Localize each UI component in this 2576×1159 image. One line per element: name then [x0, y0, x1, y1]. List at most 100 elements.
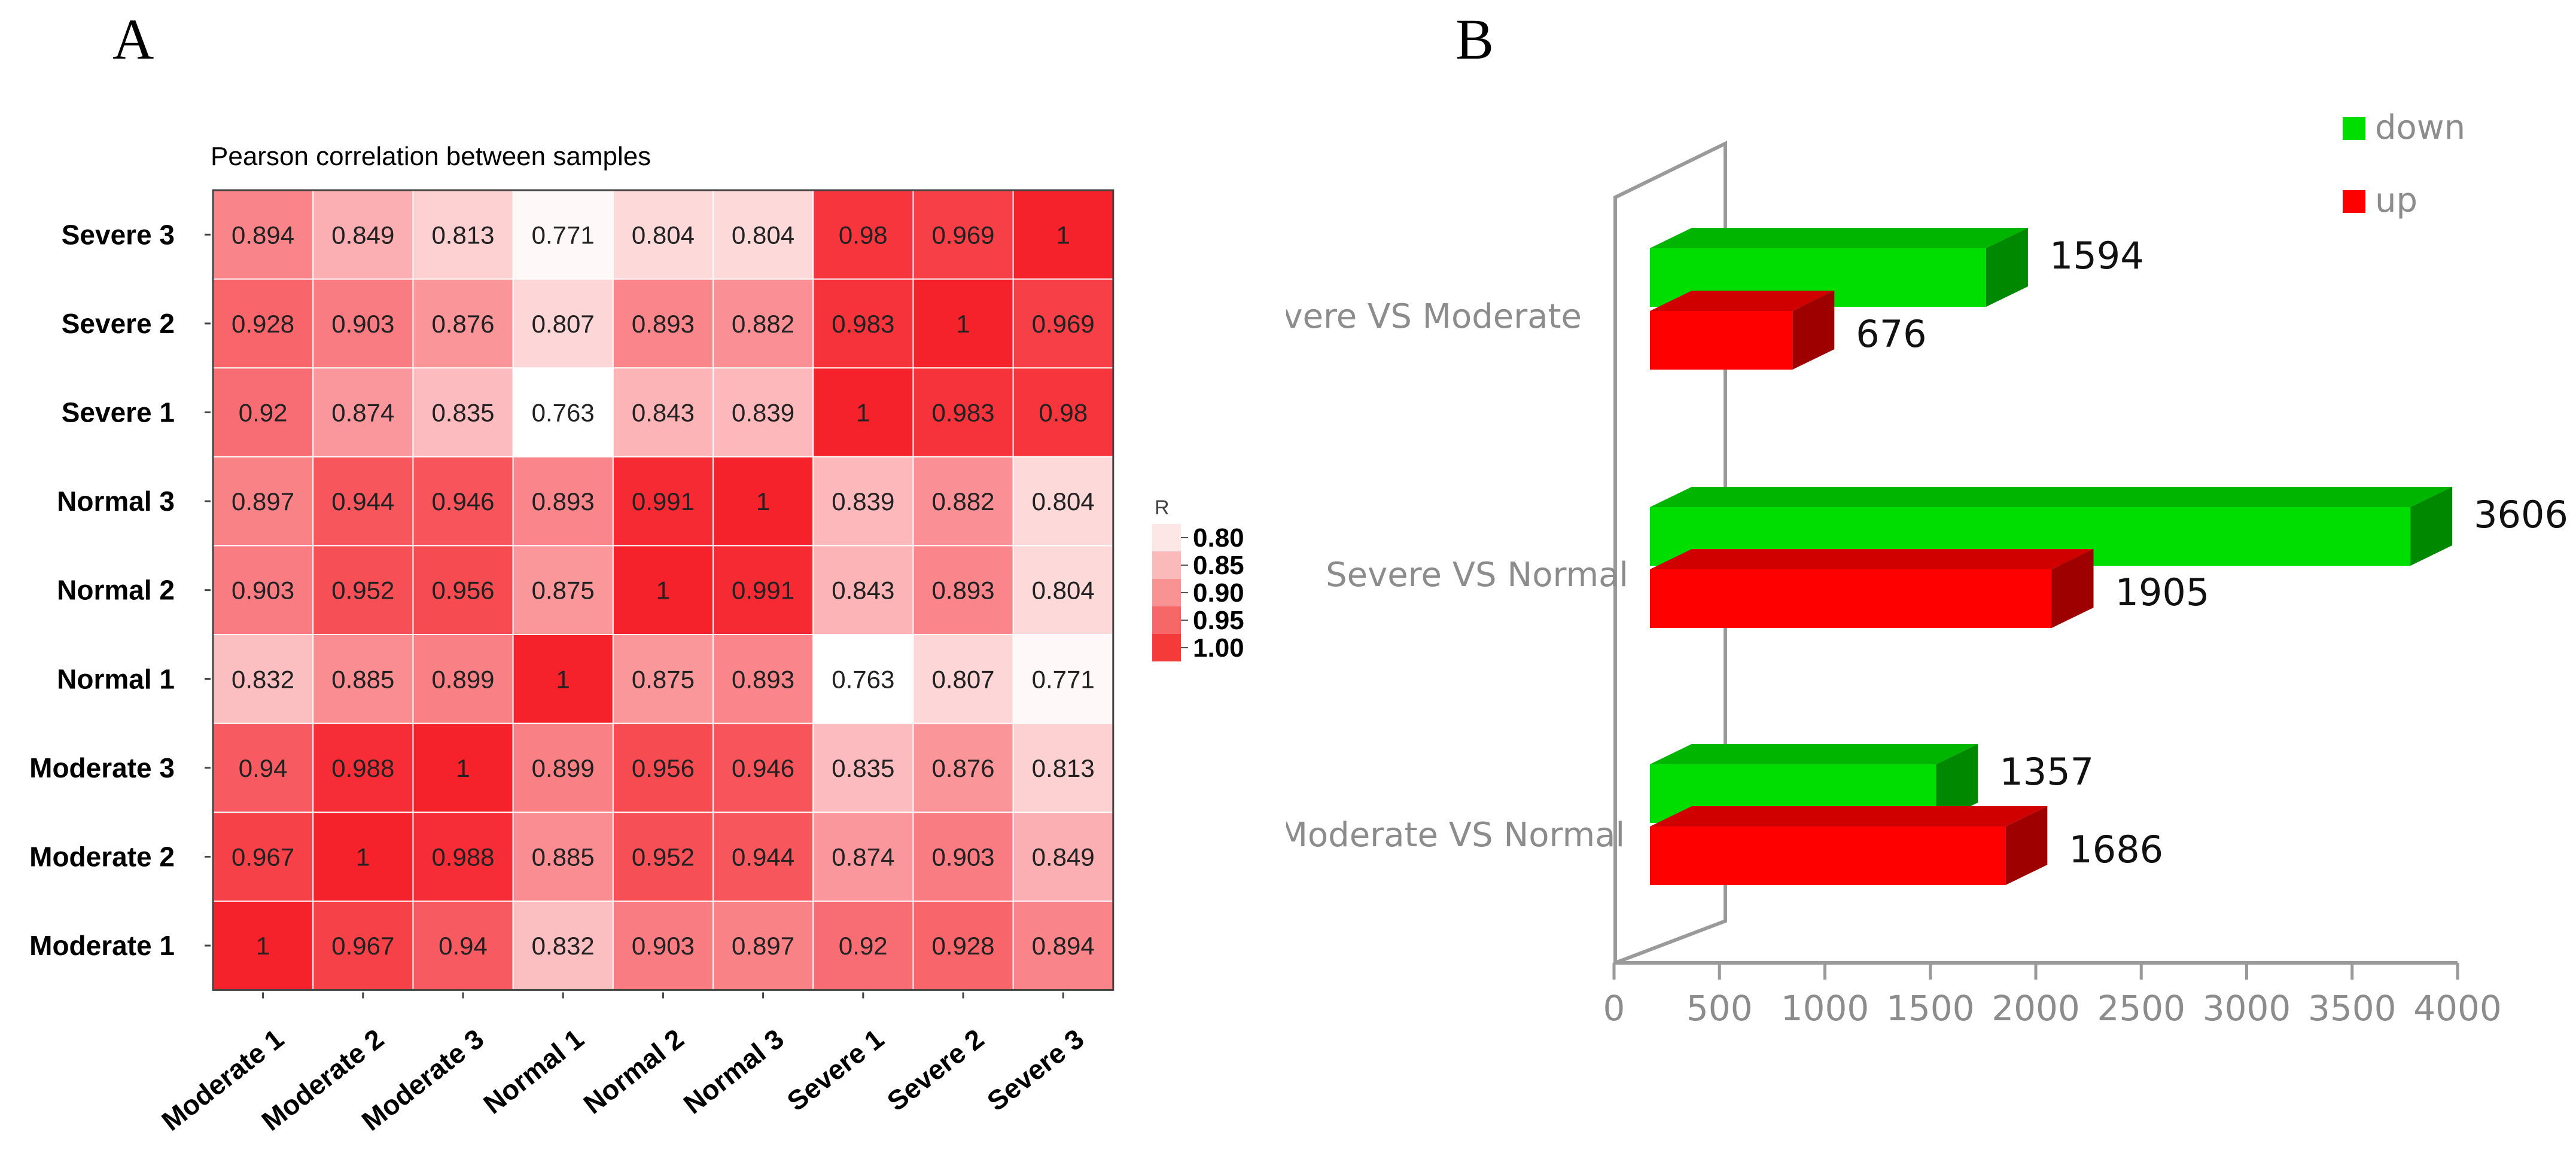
heatmap-cell-value: 0.839	[732, 399, 794, 427]
x-tick-label: 3000	[2203, 988, 2291, 1029]
panel-label-a: A	[112, 7, 154, 71]
heatmap-cell-value: 0.807	[931, 665, 994, 693]
heatmap-cell	[612, 456, 714, 547]
heatmap-cell	[812, 634, 914, 725]
x-tick-label: 2000	[1992, 988, 2080, 1029]
heatmap-cell	[712, 367, 814, 458]
up-side	[2051, 549, 2094, 628]
category-label: Severe VS Moderate	[1286, 297, 1582, 336]
up-top	[1650, 806, 2048, 826]
heatmap-cell	[612, 367, 714, 458]
legend-label: 0.90	[1193, 578, 1244, 608]
down-side	[1986, 228, 2028, 307]
down-side	[1936, 744, 1978, 823]
legend-title: R	[1155, 496, 1170, 519]
up-bar	[1650, 826, 2006, 885]
heatmap-cell-value: 0.804	[632, 221, 695, 249]
up-top	[1650, 291, 1835, 311]
x-tick-label: Severe 1	[781, 1023, 890, 1117]
heatmap-cell	[912, 367, 1015, 458]
heatmap-cell	[712, 634, 814, 725]
heatmap-cell	[1012, 456, 1115, 547]
legend-label: 1.00	[1193, 633, 1244, 663]
heatmap-cell-value: 0.969	[931, 221, 994, 249]
x-tick-label: Normal 2	[577, 1023, 689, 1120]
y-tick-label: Normal 2	[57, 575, 175, 606]
heatmap-cell-value: 0.967	[331, 932, 394, 960]
legend-swatch	[1152, 551, 1181, 579]
heatmap-cell-value: 0.763	[532, 399, 595, 427]
down-top	[1650, 228, 2028, 248]
up-side	[1792, 291, 1835, 370]
heatmap-cell-value: 0.835	[832, 754, 894, 782]
heatmap-cell-value: 0.807	[532, 310, 595, 338]
heatmap-cell	[412, 900, 514, 991]
heatmap-cell-value: 0.804	[1032, 487, 1095, 516]
heatmap-cell-value: 0.967	[232, 843, 294, 871]
heatmap-cell-value: 0.832	[232, 665, 294, 693]
heatmap-cell-value: 0.882	[931, 487, 994, 516]
heatmap-cell	[612, 634, 714, 725]
down-value-label: 1357	[1999, 750, 2094, 794]
category-label: Severe VS Normal	[1326, 556, 1628, 594]
up-bar	[1650, 569, 2052, 628]
heatmap-cell-value: 0.813	[1032, 754, 1095, 782]
heatmap-cell-value: 0.956	[632, 754, 695, 782]
heatmap-cell	[612, 190, 714, 280]
heatmap-cell	[712, 456, 814, 547]
heatmap-cell-value: 0.952	[632, 843, 695, 871]
y-tick-label: Normal 1	[57, 663, 175, 694]
x-tick-label: 4000	[2413, 988, 2502, 1029]
heatmap-cell	[1012, 634, 1115, 725]
heatmap-cell-value: 0.893	[931, 577, 994, 605]
heatmap-cell-value: 0.983	[931, 399, 994, 427]
down-top	[1650, 744, 1978, 764]
heatmap-cell	[612, 545, 714, 636]
heatmap-cell-value: 0.988	[331, 754, 394, 782]
down-value-label: 1594	[2050, 234, 2144, 277]
heatmap-cell-value: 0.885	[331, 665, 394, 693]
heatmap-cell-value: 0.893	[632, 310, 695, 338]
heatmap-cell	[612, 900, 714, 991]
down-value-label: 3606	[2474, 493, 2568, 536]
heatmap-cell	[512, 722, 614, 813]
heatmap-cell-value: 0.903	[632, 932, 695, 960]
heatmap-cell-value: 0.804	[1032, 577, 1095, 605]
heatmap-cell-value: 0.983	[832, 310, 894, 338]
up-side	[2005, 806, 2048, 885]
down-side	[2410, 487, 2453, 566]
heatmap-cell-value: 0.956	[431, 577, 494, 605]
up-value-label: 676	[1856, 312, 1926, 356]
y-tick-label: Severe 2	[62, 308, 175, 339]
heatmap-cell-value: 1	[656, 577, 670, 605]
heatmap-cell	[512, 545, 614, 636]
heatmap-cell	[712, 722, 814, 813]
y-tick-label: Moderate 1	[29, 930, 175, 961]
heatmap-cell	[712, 545, 814, 636]
x-tick-label: 500	[1686, 988, 1753, 1029]
heatmap-cell-value: 0.813	[431, 221, 494, 249]
heatmap-cell	[912, 456, 1015, 547]
legend-swatch-down	[2343, 117, 2365, 140]
heatmap-cell	[512, 278, 614, 369]
heatmap-cell-value: 0.969	[1032, 310, 1095, 338]
heatmap-chart: Pearson correlation between samples 0.894…	[29, 142, 1244, 1137]
heatmap-cell	[212, 812, 314, 902]
legend-swatch-up	[2343, 190, 2365, 213]
heatmap-cell-value: 0.944	[331, 487, 394, 516]
heatmap-cell	[812, 545, 914, 636]
x-tick-label: Severe 2	[881, 1023, 989, 1117]
heatmap-cell	[912, 190, 1015, 280]
heatmap-cell	[212, 278, 314, 369]
heatmap-cell-value: 0.875	[632, 665, 695, 693]
x-tick-label: 0	[1603, 988, 1625, 1029]
legend-label: 0.85	[1193, 551, 1244, 580]
heatmap-cell-value: 1	[856, 399, 870, 427]
up-value-label: 1686	[2069, 828, 2163, 871]
heatmap-cell	[812, 722, 914, 813]
y-tick-label: Normal 3	[57, 486, 175, 517]
heatmap-cell	[812, 190, 914, 280]
back-wall	[1613, 141, 1727, 966]
heatmap-cell-value: 0.903	[331, 310, 394, 338]
heatmap-cell-value: 0.876	[931, 754, 994, 782]
